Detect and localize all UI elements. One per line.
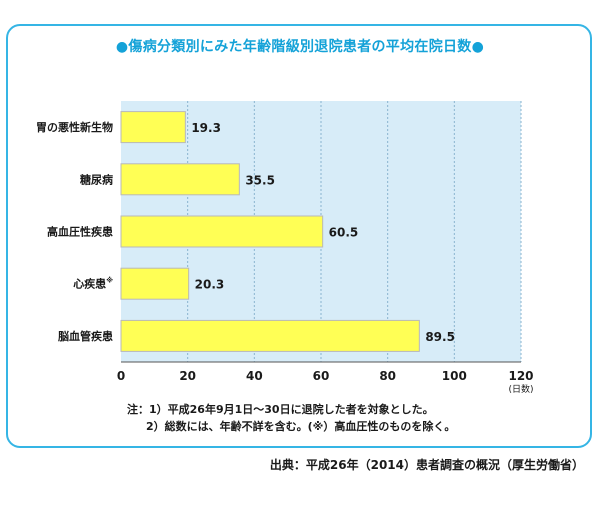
tick-label: 80 bbox=[379, 369, 396, 383]
tick-label: 40 bbox=[246, 369, 263, 383]
category-label: 高血圧性疾患 bbox=[47, 225, 113, 239]
category-label: 心疾患※ bbox=[73, 276, 113, 291]
data-label: 89.5 bbox=[425, 330, 455, 344]
data-label: 60.5 bbox=[329, 226, 359, 240]
data-label: 20.3 bbox=[195, 278, 225, 292]
bar bbox=[120, 319, 420, 352]
tick-label: 0 bbox=[117, 369, 125, 383]
bar bbox=[120, 215, 324, 248]
bar bbox=[120, 267, 190, 300]
category-label: 糖尿病 bbox=[80, 172, 113, 186]
chart-notes: 注：1）平成26年9月1日～30日に退院した者を対象とした。 2）総数には、年齢… bbox=[127, 401, 455, 435]
tick-label: 120 bbox=[508, 369, 533, 383]
tick-label: 60 bbox=[313, 369, 330, 383]
tick-label: 20 bbox=[179, 369, 196, 383]
note-line-1: 注：1）平成26年9月1日～30日に退院した者を対象とした。 bbox=[127, 403, 434, 416]
tick-label: 100 bbox=[442, 369, 467, 383]
source-text: 出典：平成26年（2014）患者調査の概況（厚生労働省） bbox=[269, 458, 584, 472]
note-line-2: 2）総数には、年齢不詳を含む。(※）高血圧性のものを除く。 bbox=[146, 420, 456, 433]
category-label: 脳血管疾患 bbox=[58, 329, 113, 343]
data-label: 35.5 bbox=[245, 173, 275, 187]
bar bbox=[120, 111, 186, 144]
data-label: 19.3 bbox=[191, 121, 221, 135]
x-unit-label: (日数) bbox=[508, 383, 533, 395]
category-label: 胃の悪性新生物 bbox=[36, 120, 113, 134]
chart-title: ●傷病分類別にみた年齢階級別退院患者の平均在院日数● bbox=[115, 39, 485, 55]
bar bbox=[120, 163, 240, 196]
